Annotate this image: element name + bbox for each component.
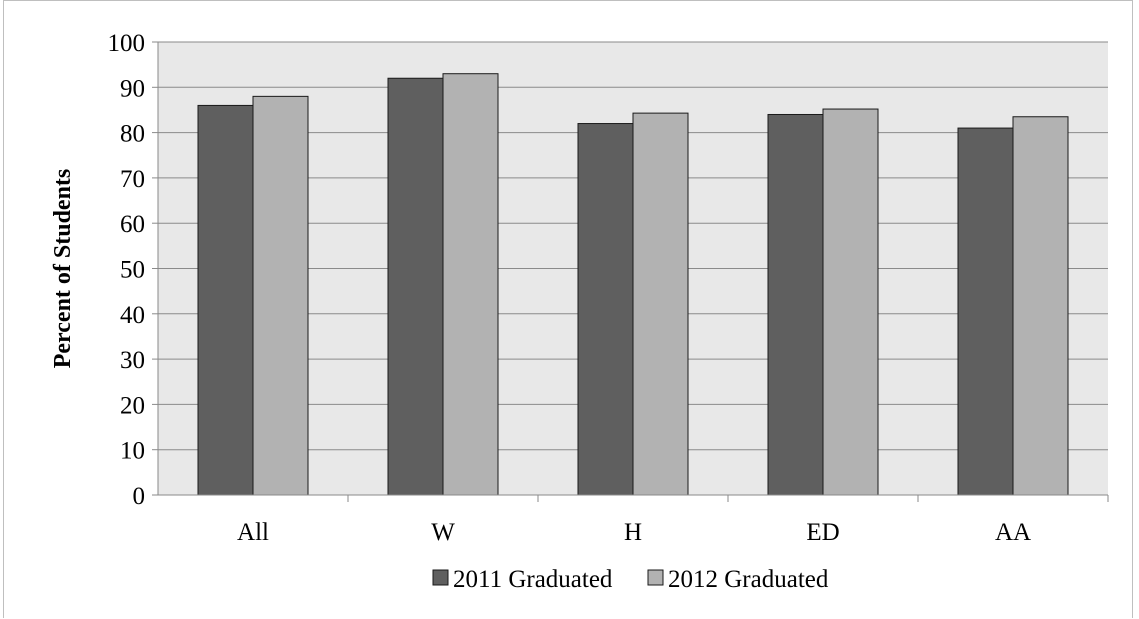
y-tick-label: 50 bbox=[120, 257, 145, 284]
legend: 2011 Graduated 2012 Graduated bbox=[432, 566, 829, 593]
y-tick-label: 70 bbox=[120, 166, 145, 193]
y-tick-label: 40 bbox=[120, 302, 145, 329]
y-tick-label: 20 bbox=[120, 392, 145, 419]
y-tick-label: 90 bbox=[120, 75, 145, 102]
bar-h-series-1 bbox=[577, 123, 634, 496]
x-category-label: All bbox=[237, 519, 269, 546]
y-tick-label: 30 bbox=[120, 347, 145, 374]
chart-frame bbox=[3, 0, 1133, 618]
bar-aa-series-1 bbox=[957, 127, 1014, 496]
y-tick-label: 80 bbox=[120, 121, 145, 148]
y-tick-labels: 0 10 20 30 40 50 60 70 80 90 100 bbox=[108, 30, 146, 510]
legend-swatch bbox=[647, 569, 664, 586]
bar-h-series-2 bbox=[632, 112, 689, 496]
y-tick-label: 100 bbox=[108, 30, 146, 57]
y-tick-label: 0 bbox=[133, 483, 146, 510]
bar-ed-series-1 bbox=[767, 113, 824, 496]
x-category-label: W bbox=[431, 519, 455, 546]
y-axis-title: Percent of Students bbox=[50, 169, 76, 369]
bar-ed-series-2 bbox=[822, 108, 879, 496]
legend-swatch bbox=[432, 569, 449, 586]
bars bbox=[197, 73, 1069, 496]
x-category-labels: All W H ED AA bbox=[237, 519, 1031, 546]
x-category-label: H bbox=[624, 519, 642, 546]
legend-label: 2012 Graduated bbox=[668, 566, 829, 593]
bar-all-series-2 bbox=[252, 95, 309, 496]
bar-all-series-1 bbox=[197, 104, 254, 496]
legend-label: 2011 Graduated bbox=[453, 566, 613, 593]
x-category-label: ED bbox=[806, 519, 839, 546]
bar-w-series-1 bbox=[387, 77, 444, 496]
y-tick-label: 10 bbox=[120, 438, 145, 465]
y-tick-label: 60 bbox=[120, 211, 145, 238]
bar-w-series-2 bbox=[442, 73, 499, 496]
x-category-label: AA bbox=[995, 519, 1031, 546]
axes bbox=[152, 41, 1109, 502]
bar-aa-series-2 bbox=[1012, 116, 1069, 496]
